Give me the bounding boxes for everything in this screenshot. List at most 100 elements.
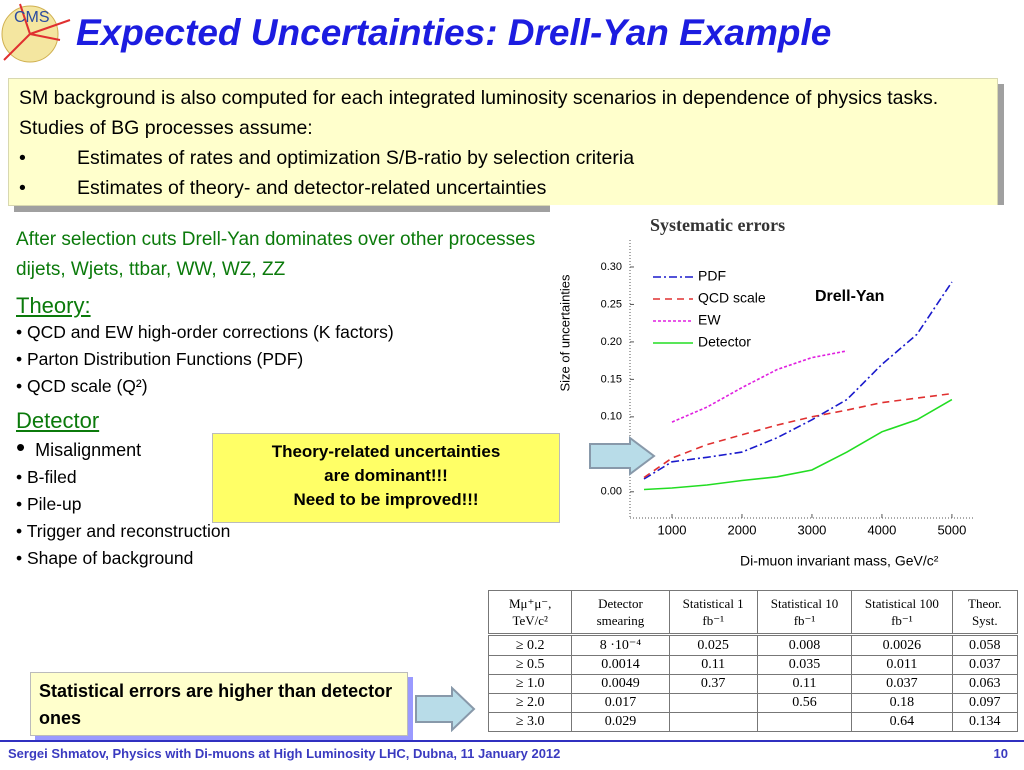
column-header: Statistical 100 fb⁻¹ — [851, 590, 953, 635]
intro-bullet: • Estimates of theory- and detector-relat… — [19, 177, 547, 199]
table-cell: 0.029 — [571, 712, 670, 732]
theory-item: • Parton Distribution Functions (PDF) — [16, 349, 304, 369]
table-cell — [756, 712, 853, 732]
item-text: Trigger and reconstruction — [26, 521, 231, 541]
series-line — [671, 350, 848, 423]
chart-title: Systematic errors — [650, 215, 785, 235]
table-cell: 0.037 — [951, 655, 1019, 675]
column-header: Statistical 1 fb⁻¹ — [668, 590, 758, 635]
legend-label: QCD scale — [698, 290, 766, 306]
y-tick-label: 0.15 — [601, 373, 622, 385]
column-header: Theor. Syst. — [951, 590, 1019, 635]
table-cell: 0.035 — [756, 655, 853, 675]
table-cell: 0.025 — [668, 633, 758, 656]
theory-callout: Theory-related uncertainties are dominan… — [212, 433, 560, 523]
table-cell: 0.18 — [851, 693, 953, 713]
detector-item: • B-filed — [16, 467, 77, 487]
table-cell — [668, 693, 758, 713]
x-tick-label: 5000 — [937, 522, 966, 537]
table-cell: 0.0014 — [571, 655, 670, 675]
x-axis-label: Di-muon invariant mass, GeV/c² — [740, 553, 939, 569]
arrow — [415, 686, 476, 732]
table-cell: 0.56 — [756, 693, 853, 713]
y-tick-label: 0.00 — [601, 486, 622, 498]
x-tick-label: 2000 — [728, 522, 757, 537]
table-cell: ≥ 0.2 — [487, 633, 573, 656]
table-cell: 0.037 — [851, 674, 953, 694]
summary: After selection cuts Drell-Yan dominates… — [16, 229, 536, 280]
legend-label: Detector — [698, 334, 751, 350]
table-cell: 0.017 — [571, 693, 670, 713]
theory-item: • QCD and EW high-order corrections (K f… — [16, 322, 394, 342]
slide-title: Expected Uncertainties: Drell-Yan Exampl… — [76, 12, 832, 53]
table-cell: 0.11 — [668, 655, 758, 675]
table-cell: 0.37 — [668, 674, 758, 694]
table-cell: ≥ 2.0 — [487, 693, 573, 713]
table-cell: 0.008 — [756, 633, 853, 656]
page-number: 10 — [993, 746, 1008, 761]
series-line — [643, 392, 953, 479]
y-axis-label: Size of uncertainties — [557, 274, 572, 392]
column-header: Statistical 10 fb⁻¹ — [756, 590, 853, 635]
legend-label: EW — [698, 312, 721, 328]
column-header: Detector smearing — [571, 590, 670, 635]
y-tick-label: 0.10 — [601, 411, 622, 423]
results-table: Mμ⁺μ⁻, TeV/c² Detector smearing Statistica… — [487, 590, 1019, 732]
y-tick-label: 0.25 — [601, 298, 622, 310]
callout-line: are dominant!!! — [324, 466, 448, 485]
item-text: Shape of background — [27, 548, 194, 568]
table-cell: ≥ 1.0 — [487, 674, 573, 694]
arrow — [589, 436, 656, 476]
detector-item: • Shape of background — [16, 548, 194, 568]
table-row: ≥ 0.5 0.0014 0.11 0.035 0.011 0.037 — [487, 655, 1019, 675]
table-cell: 0.134 — [951, 712, 1019, 732]
x-tick-label: 3000 — [797, 522, 826, 537]
table-cell: 0.011 — [851, 655, 953, 675]
detector-item: • Pile-up — [16, 494, 82, 514]
x-tick-label: 4000 — [867, 522, 896, 537]
callout-line: Need to be improved!!! — [293, 490, 479, 509]
table-row: ≥ 2.0 0.017 0.56 0.18 0.097 — [487, 693, 1019, 713]
item-text: Pile-up — [27, 494, 82, 514]
table-cell: 0.063 — [951, 674, 1019, 694]
theory-list: • QCD and EW high-order corrections (K f… — [16, 319, 541, 400]
annotation: Drell-Yan — [815, 288, 884, 305]
detector-list: • B-filed • Pile-up • Trigger and reconstr… — [16, 464, 541, 572]
x-tick-label: 1000 — [658, 522, 687, 537]
stat-callout: Statistical errors are higher than detec… — [30, 672, 408, 736]
logo-text: CMS — [14, 9, 50, 26]
table-cell: 0.0049 — [571, 674, 670, 694]
intro-text: SM background is also computed for each … — [19, 87, 939, 139]
y-tick-label: 0.20 — [601, 336, 622, 348]
table-cell: 8 ·10⁻⁴ — [571, 633, 670, 656]
table-cell: 0.097 — [951, 693, 1019, 713]
footer-text: Sergei Shmatov, Physics with Di-muons at… — [8, 746, 561, 761]
table-cell: ≥ 0.5 — [487, 655, 573, 675]
table-cell — [668, 712, 758, 732]
item-text: QCD scale (Q²) — [27, 376, 148, 396]
column-header: Mμ⁺μ⁻, TeV/c² — [487, 590, 573, 635]
item-text: QCD and EW high-order corrections (K fac… — [27, 322, 394, 342]
table-cell: ≥ 3.0 — [487, 712, 573, 732]
cms-logo: CMS — [1, 3, 71, 63]
detector-item: • Trigger and reconstruction — [16, 521, 231, 541]
intro-bullet: • Estimates of rates and optimization S/B… — [19, 147, 635, 169]
detector-item: • Misalignment — [16, 432, 142, 462]
theory-heading: Theory: — [16, 293, 91, 318]
theory-item: • QCD scale (Q²) — [16, 376, 148, 396]
logo-tracks — [3, 3, 71, 61]
intro-box: SM background is also computed for each … — [8, 78, 998, 206]
table-row: ≥ 3.0 0.029 0.64 0.134 — [487, 712, 1019, 732]
series-line — [643, 398, 953, 491]
series-line — [643, 281, 953, 480]
left-column: After selection cuts Drell-Yan dominates… — [16, 225, 541, 572]
table-row: ≥ 1.0 0.0049 0.37 0.11 0.037 0.063 — [487, 674, 1019, 694]
y-tick-label: 0.30 — [601, 261, 622, 273]
table-cell: 0.0026 — [851, 633, 953, 656]
item-text: B-filed — [27, 467, 77, 487]
legend-label: PDF — [698, 268, 726, 284]
table-cell: 0.11 — [756, 674, 853, 694]
item-text: Parton Distribution Functions (PDF) — [27, 349, 304, 369]
table-row: ≥ 0.2 8 ·10⁻⁴ 0.025 0.008 0.0026 0.058 — [487, 633, 1019, 656]
